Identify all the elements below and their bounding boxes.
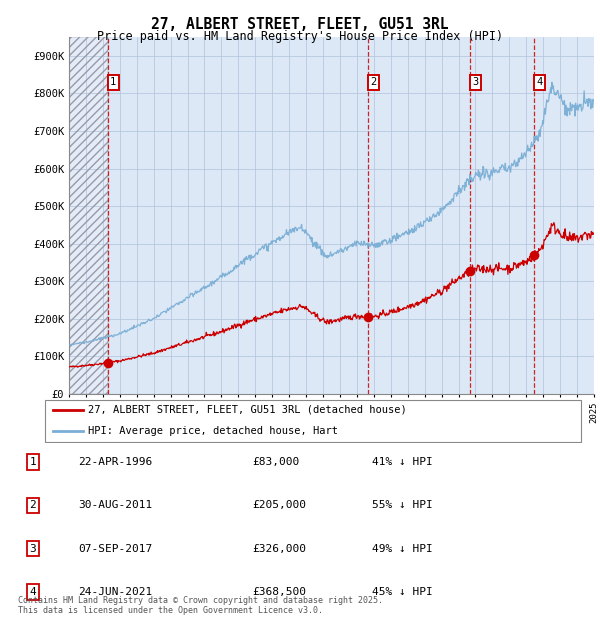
Text: 22-APR-1996: 22-APR-1996 xyxy=(78,457,152,467)
Text: 45% ↓ HPI: 45% ↓ HPI xyxy=(372,587,433,597)
Text: 27, ALBERT STREET, FLEET, GU51 3RL: 27, ALBERT STREET, FLEET, GU51 3RL xyxy=(151,17,449,32)
Text: 30-AUG-2011: 30-AUG-2011 xyxy=(78,500,152,510)
Text: 2: 2 xyxy=(370,78,376,87)
Text: 2: 2 xyxy=(29,500,37,510)
Text: £205,000: £205,000 xyxy=(252,500,306,510)
Text: £326,000: £326,000 xyxy=(252,544,306,554)
Text: 3: 3 xyxy=(472,78,478,87)
Text: 27, ALBERT STREET, FLEET, GU51 3RL (detached house): 27, ALBERT STREET, FLEET, GU51 3RL (deta… xyxy=(88,405,407,415)
Text: 07-SEP-2017: 07-SEP-2017 xyxy=(78,544,152,554)
Text: £83,000: £83,000 xyxy=(252,457,299,467)
Text: 1: 1 xyxy=(29,457,37,467)
Text: 4: 4 xyxy=(29,587,37,597)
FancyBboxPatch shape xyxy=(45,401,581,441)
Text: Price paid vs. HM Land Registry's House Price Index (HPI): Price paid vs. HM Land Registry's House … xyxy=(97,30,503,43)
Text: 55% ↓ HPI: 55% ↓ HPI xyxy=(372,500,433,510)
Text: 41% ↓ HPI: 41% ↓ HPI xyxy=(372,457,433,467)
Text: 1: 1 xyxy=(110,78,116,87)
Text: 3: 3 xyxy=(29,544,37,554)
Text: 49% ↓ HPI: 49% ↓ HPI xyxy=(372,544,433,554)
Text: HPI: Average price, detached house, Hart: HPI: Average price, detached house, Hart xyxy=(88,426,338,436)
Text: 4: 4 xyxy=(536,78,542,87)
Text: 24-JUN-2021: 24-JUN-2021 xyxy=(78,587,152,597)
Text: £368,500: £368,500 xyxy=(252,587,306,597)
Text: Contains HM Land Registry data © Crown copyright and database right 2025.
This d: Contains HM Land Registry data © Crown c… xyxy=(18,596,383,615)
